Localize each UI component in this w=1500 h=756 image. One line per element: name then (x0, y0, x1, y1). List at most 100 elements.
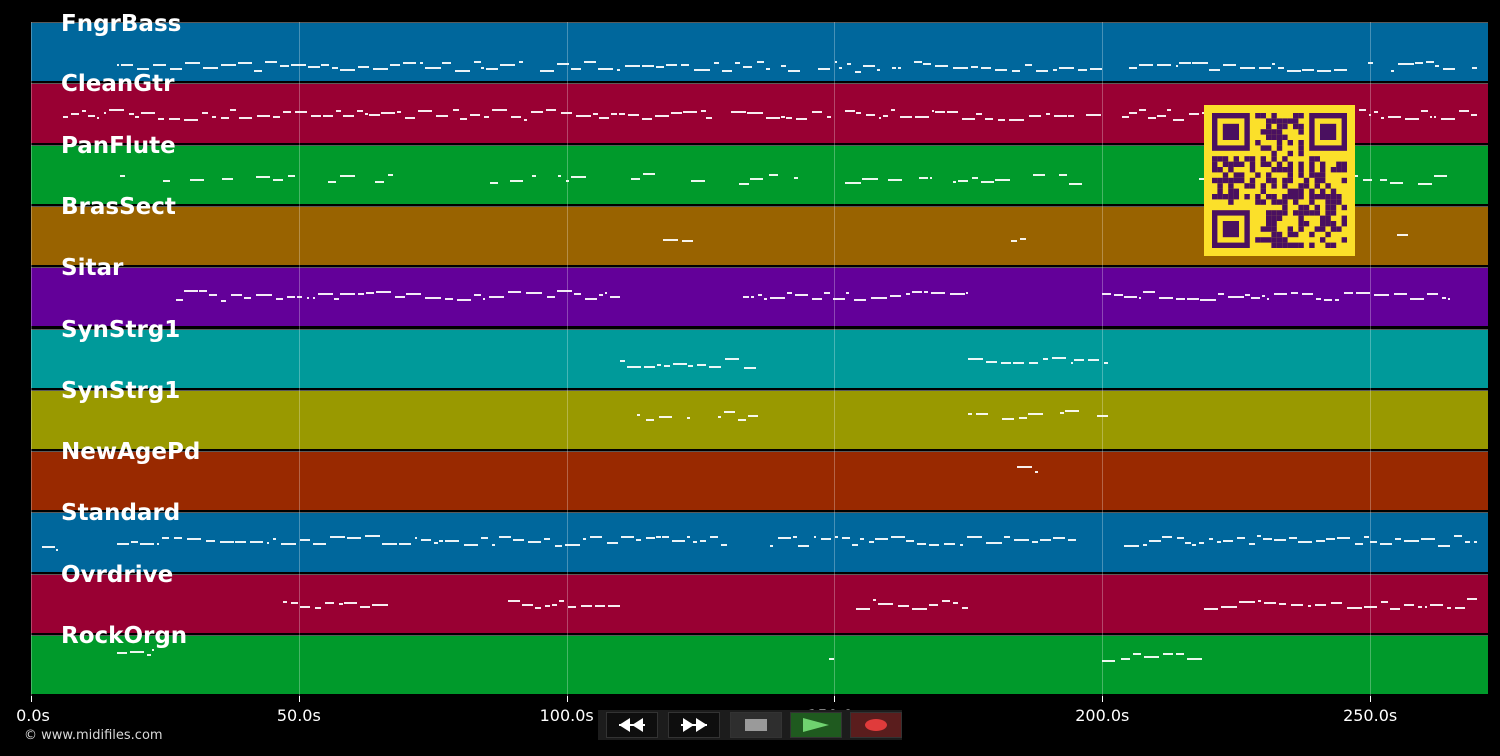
midi-note (1052, 68, 1058, 71)
midi-note (365, 535, 380, 538)
record-button[interactable] (850, 712, 902, 738)
midi-note (1334, 299, 1340, 302)
midi-note (1440, 118, 1456, 121)
rewind-button[interactable] (606, 712, 658, 738)
midi-note (1358, 109, 1366, 112)
midi-note (794, 293, 809, 296)
midi-note (116, 63, 119, 66)
grid-line (1102, 22, 1104, 696)
midi-note (1204, 607, 1218, 610)
midi-note (980, 181, 994, 184)
midi-note (546, 296, 555, 299)
midi-note (1027, 412, 1044, 415)
midi-note (994, 69, 1007, 72)
midi-note (1087, 358, 1099, 361)
midi-note (693, 69, 710, 72)
midi-note (399, 542, 411, 545)
midi-note (952, 67, 969, 70)
midi-note (238, 117, 253, 120)
midi-note (343, 115, 354, 118)
midi-note (1070, 362, 1073, 365)
grid-line (298, 22, 300, 696)
midi-note (645, 536, 655, 539)
midi-note (559, 600, 564, 603)
piano-roll: FngrBass CleanGtr PanFlute BrasSect Sitar Syn… (31, 11, 1488, 696)
midi-note (308, 65, 320, 68)
midi-note (1467, 598, 1478, 601)
midi-note (635, 539, 642, 542)
midi-note (373, 67, 389, 70)
midi-note (787, 69, 801, 72)
midi-note (763, 297, 768, 300)
track-lane: Sitar (31, 255, 1488, 327)
midi-note (1001, 362, 1011, 365)
midi-note (1429, 603, 1444, 606)
midi-note (480, 537, 488, 540)
midi-note (1014, 539, 1030, 542)
midi-note (1272, 62, 1276, 65)
midi-note (1192, 62, 1208, 65)
tick-mark (31, 696, 32, 702)
midi-note (834, 535, 839, 538)
midi-note (1425, 61, 1435, 64)
midi-note (186, 537, 202, 540)
midi-note (917, 543, 926, 546)
stop-button[interactable] (730, 712, 782, 738)
midi-note (663, 239, 678, 242)
midi-note (511, 115, 521, 118)
midi-note (168, 117, 181, 120)
midi-note (780, 64, 787, 67)
midi-note (131, 540, 138, 543)
midi-note (1001, 417, 1015, 420)
midi-note (672, 362, 687, 365)
midi-note (757, 294, 763, 297)
record-icon (865, 719, 887, 731)
midi-note (946, 111, 959, 114)
midi-note (173, 537, 183, 540)
midi-note (792, 535, 797, 538)
midi-note (1301, 293, 1313, 296)
midi-note (318, 293, 333, 296)
midi-note (853, 298, 867, 301)
play-button[interactable] (790, 712, 842, 738)
midi-note (781, 116, 785, 119)
fast-forward-button[interactable] (668, 712, 720, 738)
midi-note (1045, 113, 1051, 116)
midi-note (953, 601, 959, 604)
midi-note (1198, 178, 1207, 181)
midi-note (700, 110, 706, 113)
midi-note (1239, 66, 1256, 69)
midi-note (923, 291, 929, 294)
midi-note (961, 606, 969, 609)
midi-note (473, 294, 482, 297)
midi-note (693, 540, 698, 543)
midi-note (734, 62, 740, 65)
midi-note (871, 296, 887, 299)
midi-note (1054, 115, 1067, 118)
midi-note (1129, 111, 1137, 114)
midi-note (442, 62, 451, 65)
midi-note (1298, 541, 1313, 544)
midi-note (590, 535, 603, 538)
midi-note (358, 65, 370, 68)
midi-note (1120, 658, 1130, 661)
midi-note (396, 110, 402, 113)
grid-line (31, 22, 32, 696)
tick-mark (834, 696, 836, 702)
midi-note (1472, 66, 1478, 69)
tick-label: 50.0s (276, 706, 321, 725)
midi-note (687, 535, 691, 538)
midi-note (852, 543, 859, 546)
midi-note (359, 605, 371, 608)
track-name: Standard (61, 500, 181, 527)
midi-note (212, 115, 217, 118)
midi-note (919, 176, 928, 179)
midi-note (1435, 65, 1439, 68)
midi-note (1004, 536, 1011, 539)
midi-note (507, 291, 522, 294)
grid-line (834, 22, 836, 696)
midi-note (299, 606, 311, 609)
midi-note (1418, 182, 1433, 185)
midi-note (1036, 70, 1049, 73)
tick-mark (566, 696, 568, 702)
